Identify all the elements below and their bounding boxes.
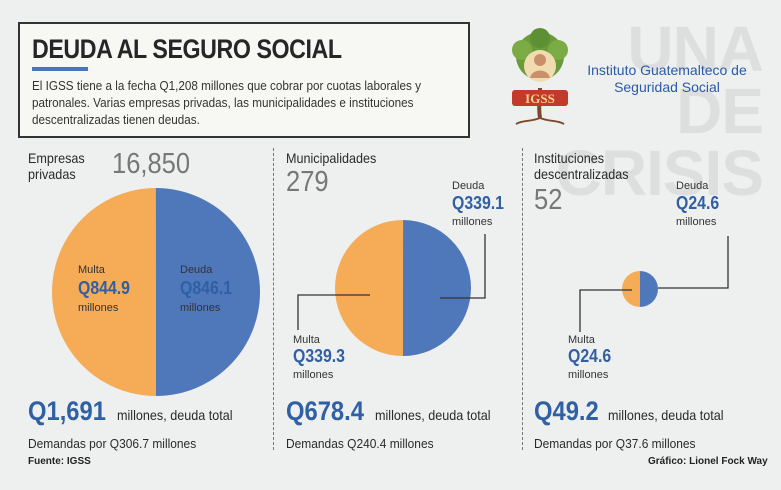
header-box: DEUDA AL SEGURO SOCIAL El IGSS tiene a l…: [18, 22, 470, 138]
callout-lines: [579, 236, 729, 332]
total-text: millones, deuda total: [116, 407, 233, 423]
panel-divider: [273, 148, 274, 450]
deuda-value: Q339.1: [452, 193, 504, 213]
deuda-value: Q846.1: [180, 278, 232, 298]
intro-text: El IGSS tiene a la fecha Q1,208 millones…: [32, 78, 421, 127]
total-value: Q49.2: [534, 396, 599, 426]
multa-value: Q24.6: [568, 346, 612, 366]
background-word: CRISIS: [555, 137, 764, 209]
pie-slice-multa: [334, 220, 404, 356]
pie-chart: [334, 220, 471, 356]
panel-divider: [522, 148, 523, 450]
panel-label: Municipalidades: [286, 150, 377, 166]
total-row: Q678.4 millones, deuda total: [286, 396, 503, 427]
pie-slice-multa: [622, 271, 640, 307]
pie-chart: [622, 271, 658, 307]
pie-slice-multa: [52, 188, 156, 396]
deuda-value: Q24.6: [676, 193, 720, 213]
panel-count: 16,850: [112, 148, 191, 180]
deuda-unit: millones: [676, 216, 717, 228]
multa-unit: millones: [78, 302, 119, 314]
demand-text: Demandas por Q306.7 millones: [28, 436, 197, 451]
panel-count: 52: [534, 184, 563, 216]
panel-count: 279: [286, 166, 329, 198]
source-note: Fuente: IGSS: [28, 456, 91, 467]
total-text: millones, deuda total: [607, 407, 724, 423]
multa-unit: millones: [568, 369, 609, 381]
logo-text: IGSS: [525, 91, 555, 106]
deuda-label: Deuda: [180, 264, 213, 276]
multa-unit: millones: [293, 369, 334, 381]
credit-note: Gráfico: Lionel Fock Way: [648, 456, 768, 467]
pie-slice-deuda: [403, 220, 471, 356]
deuda-label: Deuda: [676, 180, 709, 192]
total-text: millones, deuda total: [374, 407, 491, 423]
callout-lines: [297, 234, 486, 330]
pie-chart: [52, 188, 261, 396]
institution-name: Instituto Guatemalteco de Seguridad Soci…: [587, 62, 747, 95]
total-row: Q49.2 millones, deuda total: [534, 396, 736, 427]
multa-label: Multa: [293, 334, 320, 346]
panel-label: Empresas privadas: [28, 150, 85, 182]
deuda-unit: millones: [180, 302, 221, 314]
panel-label: Instituciones descentralizadas: [534, 150, 629, 182]
multa-value: Q844.9: [78, 278, 130, 298]
multa-label: Multa: [78, 264, 105, 276]
total-value: Q1,691: [28, 396, 106, 426]
background-word: DE: [676, 75, 764, 147]
deuda-unit: millones: [452, 216, 493, 228]
background-word: UNA: [627, 13, 764, 85]
deuda-label: Deuda: [452, 180, 485, 192]
demand-text: Demandas Q240.4 millones: [286, 436, 434, 451]
multa-label: Multa: [568, 334, 595, 346]
background-headline: UNA DE CRISIS: [555, 13, 764, 209]
igss-logo-icon: IGSS: [512, 28, 568, 125]
total-row: Q1,691 millones, deuda total: [28, 396, 245, 427]
pie-slice-deuda: [155, 188, 261, 396]
title-underline: [32, 67, 88, 71]
multa-value: Q339.3: [293, 346, 345, 366]
demand-text: Demandas por Q37.6 millones: [534, 436, 696, 451]
chart-title: DEUDA AL SEGURO SOCIAL: [32, 34, 342, 64]
pie-slice-deuda: [640, 271, 658, 307]
total-value: Q678.4: [286, 396, 364, 426]
